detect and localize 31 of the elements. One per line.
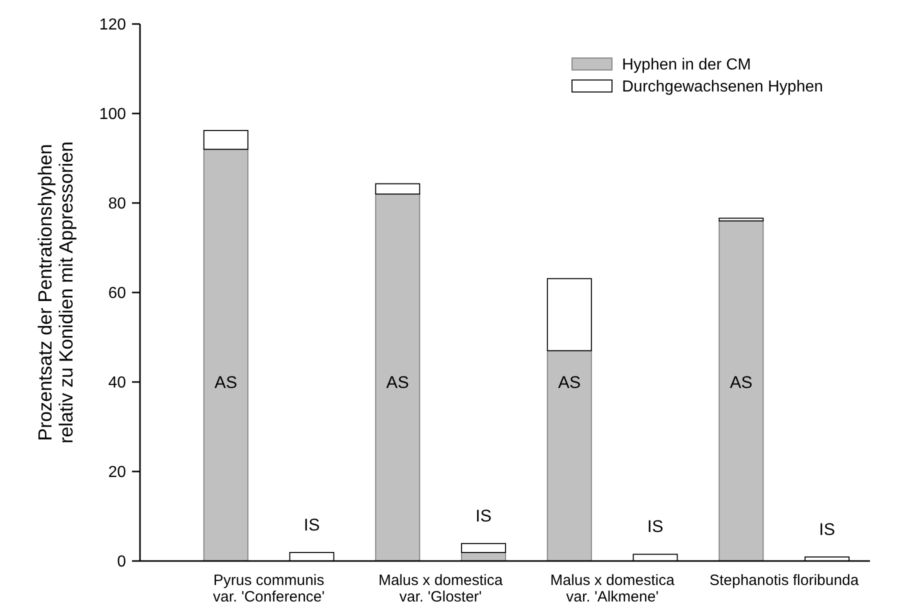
x-tick-label: IS <box>304 515 320 534</box>
text: Malus x domestica var. 'Gloster' <box>378 572 504 606</box>
bar <box>203 148 248 562</box>
y-tick-label: 20 <box>108 464 126 482</box>
y-tick-label: 80 <box>108 196 126 213</box>
x-tick-label: AS <box>214 372 238 392</box>
bar <box>546 278 592 352</box>
x-tick-label: AS <box>386 372 409 392</box>
x-tick-label: AS <box>558 372 581 392</box>
legend-label: Durchgewachsenen Hyphen <box>622 78 824 96</box>
bar <box>461 543 506 553</box>
y-tick-label: 120 <box>99 16 126 34</box>
legend-label: Hyphen in der CM <box>622 56 751 74</box>
y-tick-label: 60 <box>108 285 126 302</box>
text: Malus x domestica var. 'Alkmene' <box>550 572 676 606</box>
y-tick-label: 0 <box>117 554 126 571</box>
bar <box>546 350 592 562</box>
bar <box>375 194 420 562</box>
x-tick-label: AS <box>730 372 753 392</box>
text: Pyrus communis var. 'Conference' <box>213 572 325 606</box>
y-axis-title: Prozentsatz der Pentrationshyphen relativ zu Konidien mit Appressorien <box>36 141 78 444</box>
bar <box>718 218 764 222</box>
bar <box>718 220 764 562</box>
y-tick-label: 100 <box>99 106 126 124</box>
text: Stephanotis floribunda <box>709 572 860 589</box>
bar <box>375 183 420 195</box>
x-tick-label: IS <box>819 520 836 539</box>
x-tick-label: IS <box>647 517 664 536</box>
x-tick-label: IS <box>476 506 492 526</box>
bar <box>203 130 248 150</box>
y-tick-label: 40 <box>108 374 126 392</box>
